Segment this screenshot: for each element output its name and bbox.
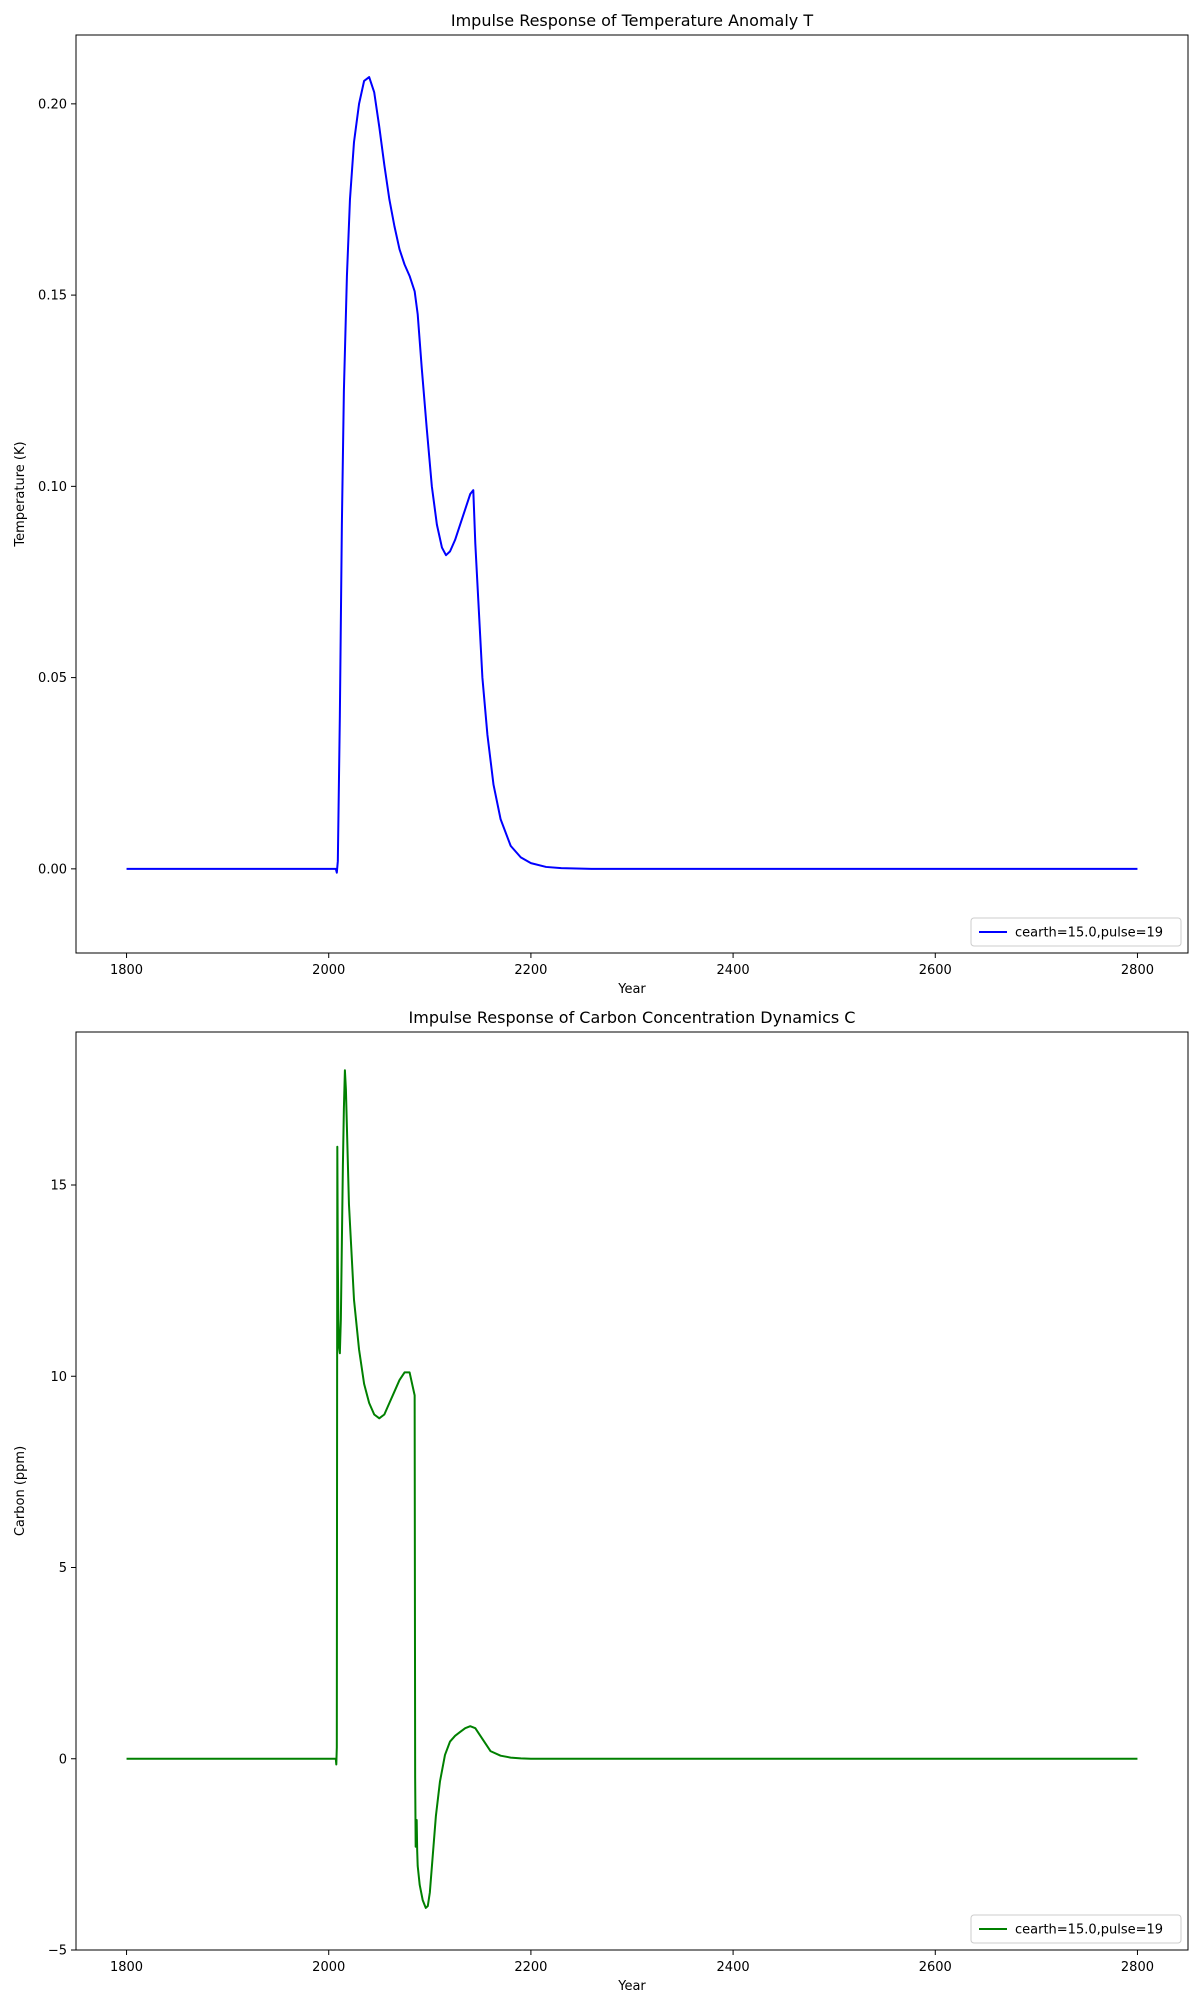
legend-label: cearth=15.0,pulse=19 xyxy=(1015,1923,1163,1938)
plot-frame xyxy=(75,34,1189,954)
x-tick-label: 2200 xyxy=(514,1960,547,1975)
x-tick-label: 2000 xyxy=(312,963,345,978)
x-tick-label: 1800 xyxy=(110,963,143,978)
x-tick-label: 2000 xyxy=(312,1960,345,1975)
legend: cearth=15.0,pulse=19 xyxy=(970,1914,1182,1944)
y-tick-label: 0 xyxy=(59,1752,67,1767)
x-tick-label: 1800 xyxy=(110,1960,143,1975)
y-axis-label: Carbon (ppm) xyxy=(13,1446,28,1536)
chart-title: Impulse Response of Temperature Anomaly … xyxy=(451,11,813,30)
x-axis-label: Year xyxy=(617,1979,646,1994)
x-tick-label: 2400 xyxy=(717,1960,750,1975)
series-line-1 xyxy=(126,76,1138,874)
x-tick-label: 2600 xyxy=(919,1960,952,1975)
legend-label: cearth=15.0,pulse=19 xyxy=(1015,926,1163,941)
chart-2: Impulse Response of Carbon Concentration… xyxy=(13,1008,1189,1994)
x-tick-label: 2800 xyxy=(1121,963,1154,978)
y-tick-label: 0.10 xyxy=(38,480,67,495)
legend-box xyxy=(970,1914,1182,1944)
x-tick-label: 2400 xyxy=(717,963,750,978)
legend-box xyxy=(970,917,1182,947)
y-tick-label: −5 xyxy=(48,1944,67,1959)
legend: cearth=15.0,pulse=19 xyxy=(970,917,1182,947)
y-tick-label: 5 xyxy=(59,1561,67,1576)
y-tick-label: 0.05 xyxy=(38,671,67,686)
y-axis-label: Temperature (K) xyxy=(13,441,28,547)
plot-frame xyxy=(75,1031,1189,1951)
x-tick-label: 2200 xyxy=(514,963,547,978)
chart-1: Impulse Response of Temperature Anomaly … xyxy=(13,11,1189,997)
y-tick-label: 10 xyxy=(50,1370,67,1385)
x-tick-label: 2800 xyxy=(1121,1960,1154,1975)
chart-title: Impulse Response of Carbon Concentration… xyxy=(409,1008,856,1027)
y-tick-label: 0.15 xyxy=(38,289,67,304)
y-tick-label: 0.00 xyxy=(38,862,67,877)
y-tick-label: 0.20 xyxy=(38,97,67,112)
y-tick-label: 15 xyxy=(50,1179,67,1194)
series-line-1 xyxy=(126,1069,1138,1909)
x-axis-label: Year xyxy=(617,982,646,997)
x-tick-label: 2600 xyxy=(919,963,952,978)
